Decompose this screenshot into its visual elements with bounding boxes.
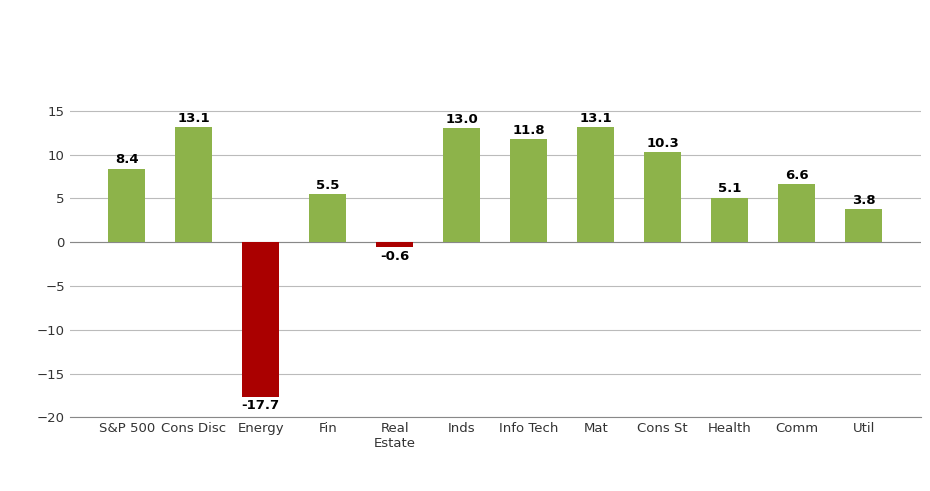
Bar bbox=[310, 194, 346, 242]
Bar bbox=[444, 128, 480, 242]
Text: 11.8: 11.8 bbox=[512, 124, 545, 136]
Bar bbox=[644, 152, 681, 242]
Bar bbox=[778, 185, 815, 242]
Text: 3.8: 3.8 bbox=[852, 194, 875, 207]
Text: 5.5: 5.5 bbox=[316, 179, 339, 192]
Text: 13.1: 13.1 bbox=[579, 112, 612, 125]
Text: 5.1: 5.1 bbox=[718, 182, 741, 195]
Text: 6.6: 6.6 bbox=[785, 169, 808, 182]
Text: 8.4: 8.4 bbox=[115, 153, 139, 166]
Text: -0.6: -0.6 bbox=[380, 249, 409, 263]
Bar bbox=[176, 128, 212, 242]
Text: 13.0: 13.0 bbox=[445, 113, 478, 126]
Bar bbox=[243, 242, 279, 397]
Bar bbox=[845, 209, 882, 242]
Text: 10.3: 10.3 bbox=[646, 137, 679, 150]
Bar bbox=[711, 197, 748, 242]
Bar bbox=[377, 242, 413, 247]
Bar bbox=[109, 168, 145, 242]
Text: 13.1: 13.1 bbox=[178, 112, 210, 125]
Text: -17.7: -17.7 bbox=[242, 399, 280, 412]
Text: S&P 500 Sector Returns: S&P 500 Sector Returns bbox=[240, 27, 690, 59]
Bar bbox=[578, 128, 614, 242]
Bar bbox=[511, 139, 547, 242]
